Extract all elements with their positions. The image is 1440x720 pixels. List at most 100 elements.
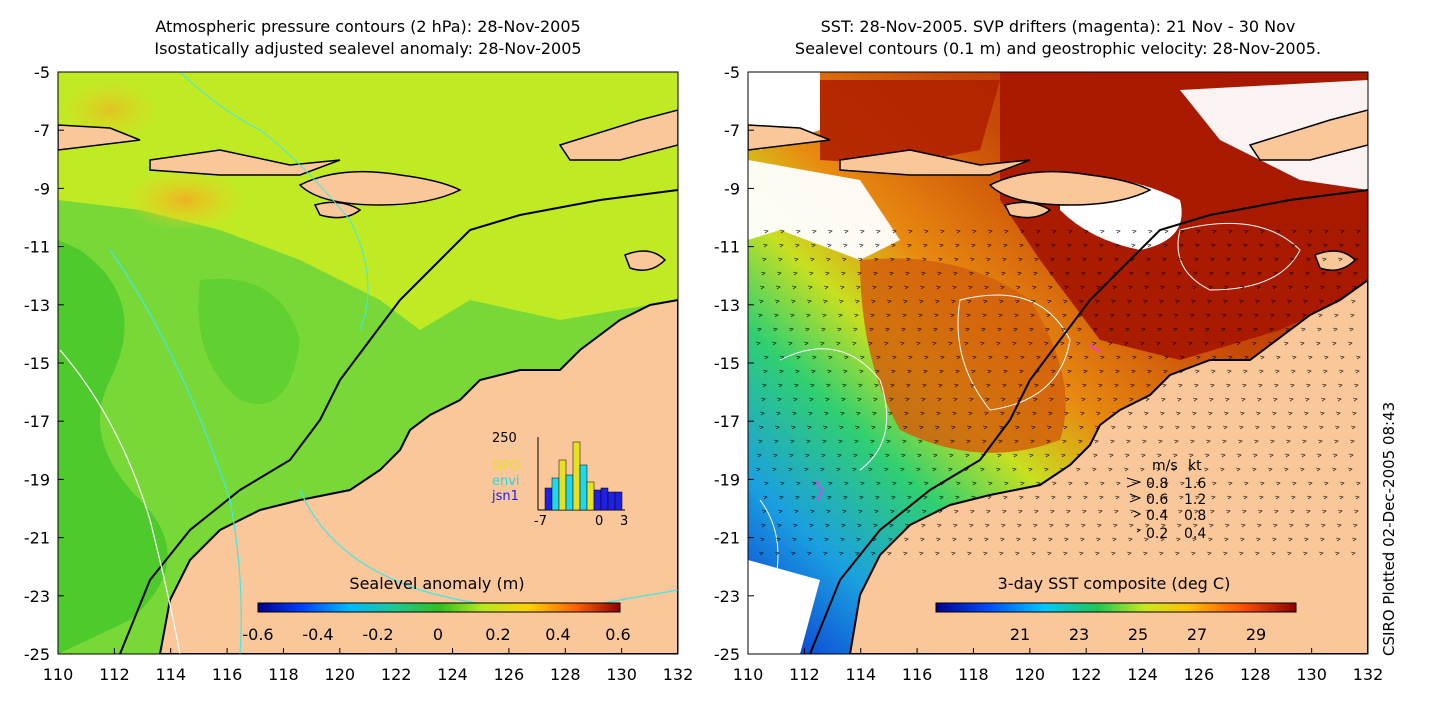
velocity-vector: [1236, 327, 1242, 332]
right-drifter-track: [814, 479, 823, 501]
velocity-vector: [1131, 229, 1137, 234]
velocity-vector: [1338, 243, 1344, 248]
velocity-vector: [1030, 551, 1036, 556]
velocity-vector: [1111, 411, 1117, 416]
velocity-vector: [1096, 397, 1102, 402]
velocity-vector: [1092, 327, 1098, 332]
velocity-vector: [1028, 453, 1034, 458]
velocity-vector: [857, 383, 863, 388]
inset-legend-gfo: GFO: [492, 459, 520, 474]
velocity-vector: [779, 355, 785, 360]
velocity-vector: [1096, 523, 1102, 528]
velocity-vector: [1274, 495, 1280, 500]
velocity-vector: [870, 425, 876, 430]
right-y-tick-label: -23: [714, 587, 740, 606]
velocity-vector: [775, 537, 781, 542]
velocity-vector: [1171, 467, 1177, 472]
velocity-vector: [843, 355, 849, 360]
velocity-vector: [776, 523, 782, 528]
velocity-vector: [995, 341, 1001, 346]
colorbar-tick-label: 27: [1187, 625, 1207, 644]
velocity-vector: [1142, 299, 1148, 304]
velocity-vector: [1144, 523, 1150, 528]
velocity-vector: [1332, 453, 1338, 458]
velocity-vector: [1322, 243, 1328, 248]
velocity-vector: [840, 523, 846, 528]
velocity-vector: [1115, 481, 1121, 486]
velocity-vector: [1285, 439, 1291, 444]
left-island-ne: [558, 109, 678, 161]
velocity-vector: [1319, 537, 1325, 542]
velocity-vector: [1267, 341, 1273, 346]
right-velocity-key: m/s kt 0.8 1.6 0.6 1.2 0.4 0.8 0.2 0.4: [1126, 458, 1206, 542]
velocity-vector: [1046, 299, 1052, 304]
velocity-vector: [1028, 327, 1034, 332]
velocity-vector: [1259, 229, 1265, 234]
right-island-melville: [1314, 250, 1357, 271]
velocity-vector: [1227, 481, 1233, 486]
velocity-vector: [1208, 523, 1214, 528]
velocity-vector: [903, 411, 909, 416]
velocity-vector: [1063, 285, 1069, 290]
velocity-vector: [1339, 355, 1345, 360]
left-y-tick-label: -15: [24, 354, 50, 373]
velocity-vector: [1019, 481, 1025, 486]
velocity-vector: [1321, 509, 1327, 514]
velocity-vector: [999, 285, 1005, 290]
velocity-vector: [998, 551, 1004, 556]
velocity-vector: [1226, 495, 1232, 500]
velocity-vector: [1127, 285, 1133, 290]
velocity-vector: [1257, 509, 1263, 514]
velocity-vector: [1194, 243, 1200, 248]
right-x-tick-label: 110: [733, 665, 764, 684]
velocity-vector: [953, 257, 959, 262]
velocity-vector: [1142, 551, 1148, 556]
velocity-vector: [1283, 341, 1289, 346]
velocity-vector: [839, 411, 845, 416]
colorbar-tick-label: 23: [1069, 625, 1089, 644]
velocity-vector: [1289, 257, 1295, 262]
velocity-vector: [1254, 299, 1260, 304]
velocity-vector: [759, 411, 765, 416]
velocity-vector: [923, 355, 929, 360]
velocity-vector: [900, 453, 906, 458]
velocity-vector: [1171, 341, 1177, 346]
velocity-vector: [984, 523, 990, 528]
velocity-vector: [1257, 257, 1263, 262]
velocity-vector: [1145, 509, 1151, 514]
inset-bar: [607, 491, 616, 511]
velocity-vector: [761, 257, 767, 262]
velocity-vector: [1303, 411, 1309, 416]
velocity-vector: [1240, 397, 1246, 402]
velocity-vector: [1189, 439, 1195, 444]
velocity-vector: [1300, 327, 1306, 332]
velocity-vector: [937, 257, 943, 262]
velocity-vector: [1158, 551, 1164, 556]
velocity-vector: [984, 397, 990, 402]
velocity-vector: [1307, 481, 1313, 486]
velocity-vector: [791, 285, 797, 290]
velocity-vector: [1161, 509, 1167, 514]
velocity-vector: [1172, 453, 1178, 458]
velocity-vector: [1083, 229, 1089, 234]
velocity-key-kt-2: 0.8: [1184, 508, 1206, 524]
velocity-vector: [906, 243, 912, 248]
right-y-tick-label: -17: [714, 412, 740, 431]
velocity-vector: [1349, 439, 1355, 444]
velocity-vector: [859, 355, 865, 360]
velocity-vector: [843, 481, 849, 486]
velocity-vector: [773, 439, 779, 444]
velocity-vector: [1107, 341, 1113, 346]
velocity-vector: [1142, 425, 1148, 430]
velocity-vector: [1161, 383, 1167, 388]
velocity-vector: [1209, 509, 1215, 514]
velocity-vector: [1000, 397, 1006, 402]
velocity-vector: [1318, 425, 1324, 430]
velocity-vector: [1205, 439, 1211, 444]
velocity-vector: [1095, 285, 1101, 290]
right-x-tick-label: 126: [1184, 665, 1215, 684]
velocity-vector: [823, 537, 829, 542]
velocity-vector: [1239, 411, 1245, 416]
velocity-vector: [806, 551, 812, 556]
velocity-vector: [1317, 439, 1323, 444]
